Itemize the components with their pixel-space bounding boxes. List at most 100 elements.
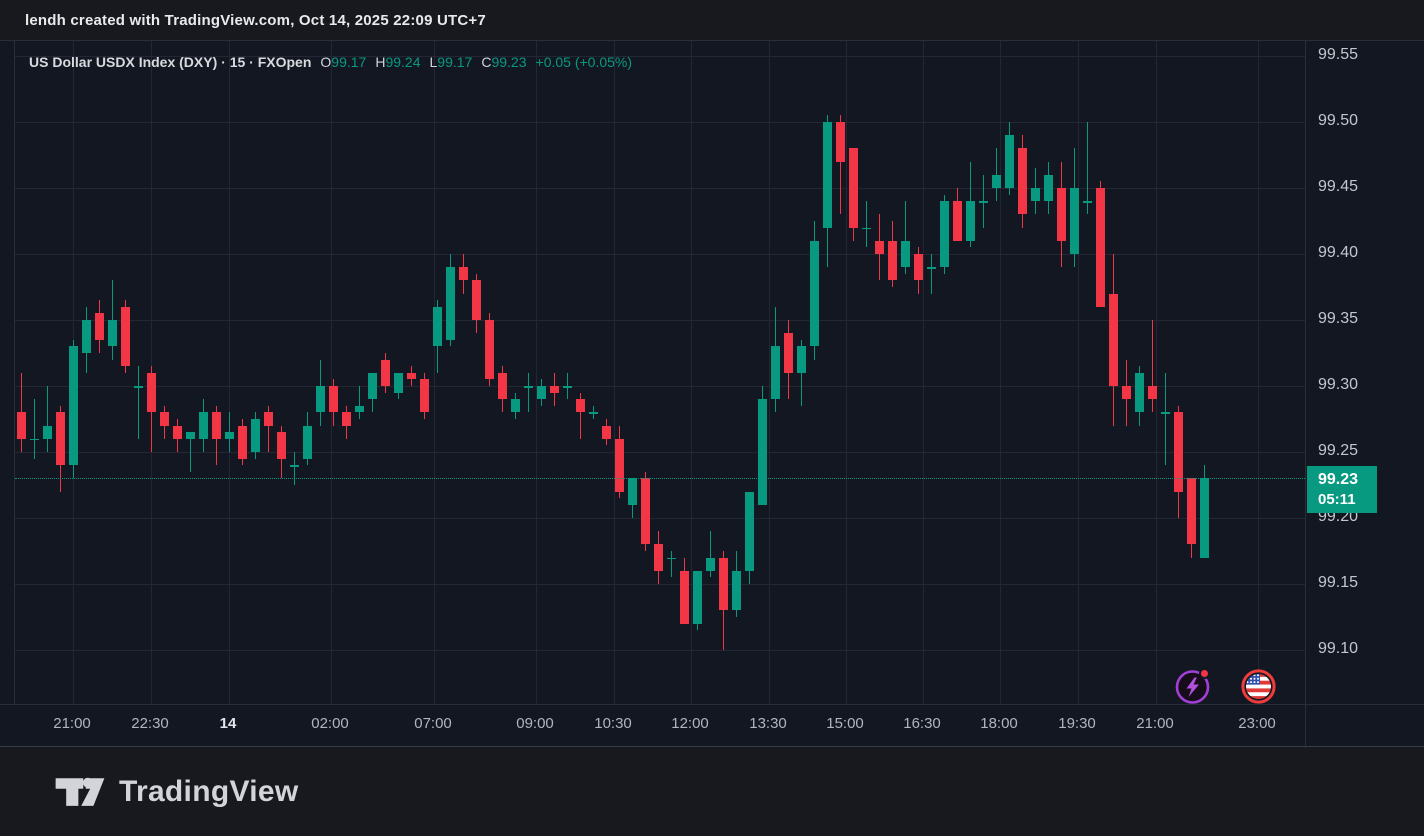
tradingview-logo[interactable]: TradingView (54, 771, 298, 813)
candle-body (797, 346, 806, 373)
v-gridline (229, 41, 230, 704)
h-gridline (15, 650, 1305, 651)
candle-body (992, 174, 1001, 188)
candle-body (576, 399, 585, 413)
legend-change: +0.05 (+0.05%) (535, 54, 633, 70)
time-tick-label: 21:00 (53, 715, 91, 732)
candle-body (706, 557, 715, 571)
candle-body (940, 201, 949, 268)
candle-wick (840, 115, 841, 215)
candle-body (719, 557, 728, 611)
candle-body (407, 372, 416, 380)
candle-body (264, 412, 273, 426)
candle-wick (801, 339, 802, 406)
candle-body (1031, 188, 1040, 202)
candle-body (602, 425, 611, 439)
candle-wick (1165, 372, 1166, 466)
candle-wick (190, 432, 191, 472)
candle-body (615, 438, 624, 492)
time-tick-label: 14 (219, 715, 237, 732)
last-price-line (15, 478, 1305, 479)
flash-icon[interactable] (1174, 668, 1211, 704)
time-tick-label: 10:30 (594, 715, 632, 732)
candle-body (225, 432, 234, 439)
candle-body (1018, 148, 1027, 215)
h-gridline (15, 452, 1305, 453)
h-gridline (15, 386, 1305, 387)
candle-body (472, 280, 481, 320)
candle-body (498, 372, 507, 400)
candle-body (875, 240, 884, 254)
price-tick-label: 99.50 (1318, 112, 1359, 129)
v-gridline (1258, 41, 1259, 704)
candle-body (251, 419, 260, 452)
time-scale[interactable]: 21:00 22:30 14 02:00 07:00 09:00 10:30 12:00 13:… (14, 704, 1305, 748)
time-tick-label: 16:30 (903, 715, 941, 732)
candle-body (173, 425, 182, 439)
candle-body (394, 372, 403, 393)
candle-body (693, 570, 702, 624)
time-tick-label: 12:00 (671, 715, 709, 732)
candle-body (290, 465, 299, 467)
candle-body (849, 148, 858, 228)
chart-pane[interactable]: US Dollar USDX Index (DXY) · 15 · FXOpen… (14, 41, 1305, 704)
candle-body (979, 201, 988, 203)
v-gridline (846, 41, 847, 704)
candle-body (121, 306, 130, 367)
tradingview-wordmark: TradingView (119, 775, 299, 808)
symbol-title[interactable]: US Dollar USDX Index (DXY) · 15 · FXOpen (29, 54, 312, 70)
candle-body (758, 399, 767, 505)
candle-body (901, 240, 910, 268)
legend-open: O99.17 (320, 54, 367, 70)
candle-body (732, 570, 741, 611)
us-flag-icon[interactable] (1240, 668, 1277, 704)
candle-body (17, 412, 26, 439)
candle-body (485, 320, 494, 380)
header-bar: lendh created with TradingView.com, Oct … (0, 0, 1424, 40)
candle-wick (567, 372, 568, 400)
v-gridline (434, 41, 435, 704)
candle-body (1096, 188, 1105, 307)
candle-body (329, 386, 338, 413)
candle-body (1135, 372, 1144, 413)
corner-icons (1174, 668, 1277, 704)
candle-body (927, 267, 936, 269)
candle-body (537, 386, 546, 400)
candle-body (966, 201, 975, 241)
candle-body (446, 267, 455, 340)
candle-wick (47, 386, 48, 452)
v-gridline (691, 41, 692, 704)
time-axis-divider (0, 704, 1424, 705)
legend-close: C99.23 (481, 54, 527, 70)
v-gridline (331, 41, 332, 704)
candle-body (420, 379, 429, 413)
price-tick-label: 99.25 (1318, 442, 1359, 459)
candle-wick (359, 386, 360, 419)
time-tick-label: 13:30 (749, 715, 787, 732)
legend-low: L99.17 (429, 54, 473, 70)
v-gridline (769, 41, 770, 704)
last-price-value: 99.23 (1318, 471, 1359, 488)
price-scale[interactable]: 99.23 05:11 99.55 99.50 99.45 99.40 99.35 99.… (1305, 41, 1424, 748)
candle-body (589, 412, 598, 414)
candle-body (160, 412, 169, 426)
v-gridline (1078, 41, 1079, 704)
h-gridline (15, 56, 1305, 57)
candle-body (82, 320, 91, 353)
candle-body (381, 359, 390, 386)
last-price-badge[interactable]: 99.23 05:11 (1307, 466, 1377, 513)
h-gridline (15, 188, 1305, 189)
candle-wick (1152, 320, 1153, 413)
time-tick-label: 02:00 (311, 715, 349, 732)
candle-body (1200, 478, 1209, 558)
candle-body (1174, 412, 1183, 492)
v-gridline (1000, 41, 1001, 704)
candle-body (316, 386, 325, 413)
candle-body (1005, 135, 1014, 188)
time-tick-label: 19:30 (1058, 715, 1096, 732)
h-gridline (15, 122, 1305, 123)
candle-wick (34, 399, 35, 459)
candle-body (1148, 386, 1157, 400)
chart-frame: US Dollar USDX Index (DXY) · 15 · FXOpen… (0, 40, 1424, 748)
time-tick-label: 15:00 (826, 715, 864, 732)
